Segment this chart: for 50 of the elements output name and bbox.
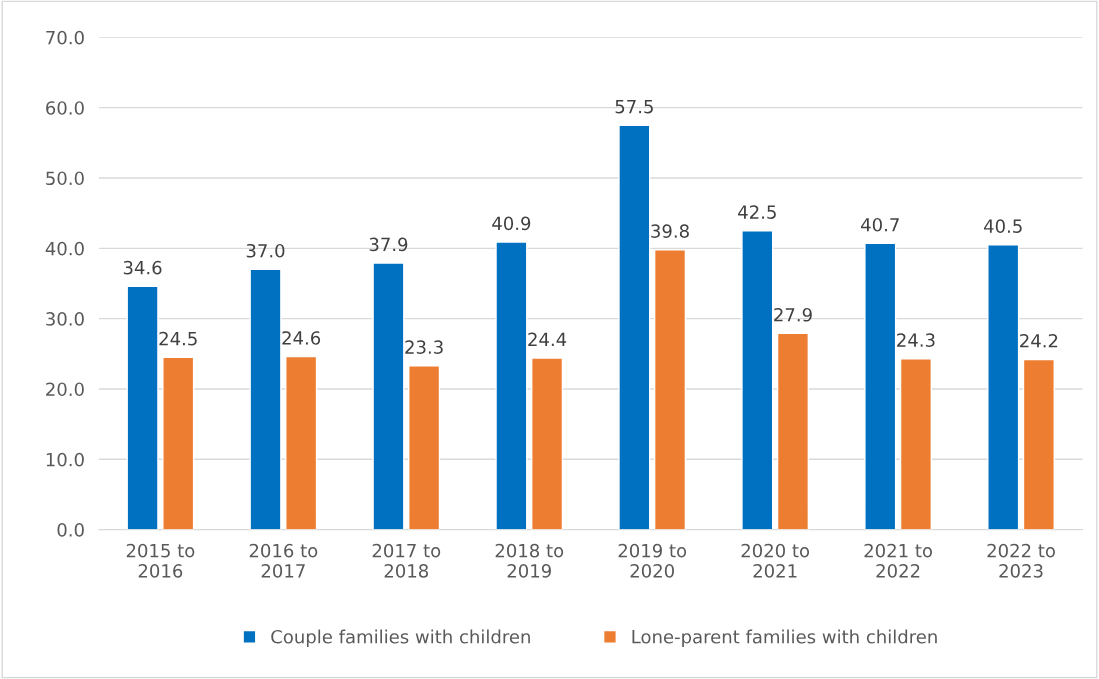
bar — [741, 230, 774, 530]
y-tick-label: 30.0 — [46, 312, 84, 326]
x-tick-label: 2016 to 2017 — [249, 543, 318, 578]
bar — [864, 242, 897, 530]
bar — [249, 268, 282, 530]
data-label: 57.5 — [615, 100, 653, 114]
bar — [372, 262, 405, 530]
bar — [987, 244, 1020, 530]
x-tick-label: 2022 to 2023 — [987, 543, 1055, 578]
bar — [162, 356, 195, 530]
data-label: 37.9 — [369, 237, 408, 252]
y-tick-label: 40.0 — [45, 241, 84, 256]
bar — [126, 285, 159, 530]
data-label: 40.5 — [983, 219, 1022, 233]
bar — [285, 355, 318, 530]
y-tick-label: 20.0 — [46, 382, 84, 397]
y-tick-label: 0.0 — [57, 523, 84, 537]
y-tick-label: 50.0 — [46, 171, 84, 186]
data-label: 34.6 — [123, 260, 162, 275]
x-tick-label: 2021 to 2022 — [864, 543, 933, 578]
data-label: 37.0 — [246, 243, 285, 258]
x-tick-label: 2020 to 2021 — [741, 543, 810, 578]
x-tick-label: 2015 to 2016 — [126, 543, 195, 578]
x-tick-label: 2017 to 2018 — [372, 543, 441, 578]
bar — [531, 357, 564, 530]
legend-label: Couple families with children — [271, 629, 530, 648]
data-label: 42.5 — [738, 205, 776, 219]
x-tick-label: 2019 to 2020 — [618, 543, 687, 578]
data-label: 24.2 — [1020, 333, 1058, 348]
data-label: 40.9 — [492, 216, 531, 231]
data-label: 24.3 — [897, 333, 935, 347]
legend-label: Lone-parent families with children — [632, 629, 937, 648]
x-tick-label: 2018 to 2019 — [495, 543, 564, 578]
y-tick-label: 70.0 — [46, 30, 84, 45]
y-tick-label: 60.0 — [46, 101, 84, 115]
bar — [776, 332, 810, 530]
data-label: 39.8 — [651, 224, 689, 238]
data-label: 40.7 — [861, 217, 899, 232]
data-label: 24.5 — [159, 331, 197, 346]
bar — [408, 365, 441, 530]
data-label: 27.9 — [774, 307, 812, 322]
bar — [653, 249, 687, 530]
bar — [495, 241, 528, 530]
data-label: 24.6 — [282, 331, 321, 345]
bar — [618, 124, 651, 530]
data-label: 24.4 — [528, 332, 567, 346]
bar — [1022, 358, 1055, 530]
data-label: 23.3 — [405, 340, 443, 354]
y-tick-label: 10.0 — [46, 452, 84, 467]
bar — [899, 358, 932, 530]
